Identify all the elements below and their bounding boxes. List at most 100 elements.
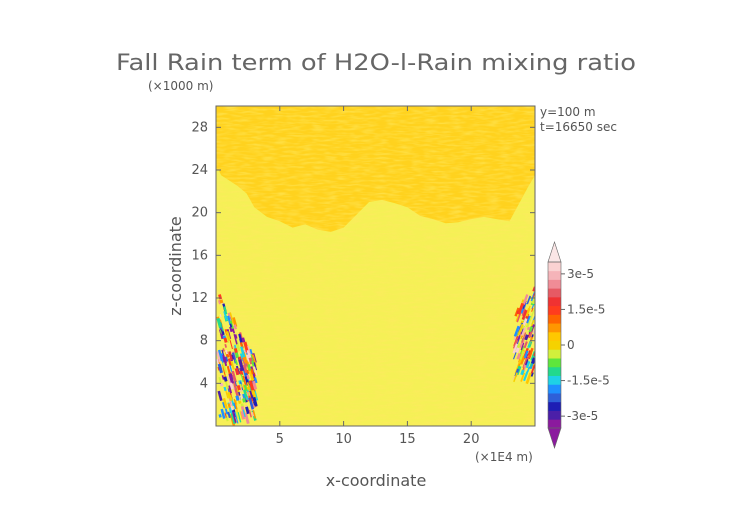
precip-cell — [521, 327, 526, 336]
precip-cell — [248, 409, 253, 418]
precip-cell — [252, 410, 257, 419]
precip-cell — [532, 286, 535, 292]
colorbar: 3e-5 1.5e-5 0 -1.5e-5 -3e-5 — [547, 241, 610, 449]
y-tick-label: 4 — [200, 376, 208, 391]
precip-cell — [525, 360, 531, 369]
y-tick-label: 20 — [191, 206, 208, 221]
precip-cell — [242, 409, 246, 418]
colorbar-swatch — [548, 419, 561, 429]
precip-cell — [531, 307, 534, 312]
colorbar-swatch — [548, 401, 561, 411]
x-tick-label: 15 — [399, 432, 416, 447]
annotation-t: t=16650 sec — [540, 120, 617, 134]
precip-cell — [252, 380, 258, 390]
precip-cell — [229, 312, 234, 324]
precip-cell — [246, 354, 250, 362]
precip-cell — [234, 367, 240, 376]
precip-cell — [519, 345, 525, 357]
colorbar-top-arrow — [547, 241, 562, 263]
colorbar-swatch — [548, 384, 561, 394]
colorbar-swatch — [548, 305, 561, 315]
colorbar-tick-label: 3e-5 — [567, 267, 594, 281]
colorbar-swatch — [548, 366, 561, 376]
precip-cell — [523, 341, 528, 349]
precip-cell — [529, 309, 535, 321]
precip-cell — [246, 369, 250, 375]
colorbar-tick-label: 1.5e-5 — [567, 302, 605, 316]
precip-cell — [225, 356, 229, 362]
chart-title: Fall Rain term of H2O-l-Rain mixing rati… — [116, 51, 636, 76]
precip-cell — [220, 408, 226, 419]
precip-cell — [219, 299, 224, 304]
precip-cell — [248, 370, 255, 382]
precip-cell — [240, 346, 246, 358]
precip-cell — [219, 314, 222, 318]
precip-cell — [225, 350, 228, 355]
precip-cell — [223, 386, 227, 392]
x-axis: 5 10 15 20 — [276, 106, 480, 447]
precip-cell — [248, 380, 255, 391]
precip-cell — [246, 382, 251, 390]
plot-frame — [215, 105, 536, 427]
precip-cell — [239, 370, 244, 376]
precip-cell — [520, 320, 524, 325]
colorbar-swatch — [548, 375, 561, 385]
precip-cell — [528, 331, 533, 338]
precip-cell — [239, 410, 243, 420]
precip-cell — [252, 396, 258, 407]
precip-cell — [238, 391, 241, 396]
precip-cell — [228, 373, 234, 384]
precip-cell — [232, 381, 237, 389]
precip-cell — [223, 337, 228, 343]
precip-cell — [513, 325, 520, 337]
colorbar-bottom-arrow — [547, 427, 562, 449]
precip-cell — [224, 343, 227, 348]
precip-cell — [237, 412, 242, 423]
colorbar-tick-label: -3e-5 — [567, 409, 598, 423]
precip-cell — [251, 360, 255, 367]
precip-cell — [228, 351, 233, 361]
precip-cell — [234, 348, 238, 353]
colorbar-swatch — [548, 296, 561, 307]
precip-cell — [218, 300, 221, 305]
precip-cell — [219, 330, 222, 334]
annotation-y: y=100 m — [540, 105, 596, 119]
precip-cell — [218, 376, 222, 383]
precip-cell — [528, 326, 534, 333]
precip-cell — [221, 327, 224, 332]
precip-cell — [223, 310, 228, 319]
colorbar-tick-label: 0 — [567, 338, 575, 352]
y-unit-label: (×1000 m) — [148, 79, 213, 93]
y-tick-label: 12 — [191, 291, 208, 306]
precip-cell — [512, 343, 518, 354]
precip-cell — [526, 295, 532, 305]
precip-cell — [222, 367, 227, 379]
precip-cell — [525, 372, 532, 385]
precip-cell — [513, 372, 518, 383]
precip-cell — [233, 324, 238, 330]
x-tick-label: 20 — [463, 432, 480, 447]
colorbar-swatch — [548, 279, 561, 289]
precip-cell — [235, 395, 240, 401]
precip-cell — [244, 412, 250, 425]
precip-cell — [530, 364, 535, 374]
precip-cell — [229, 407, 233, 414]
colorbar-swatch — [548, 323, 561, 333]
precip-cell — [521, 309, 528, 320]
precip-cell — [242, 393, 247, 401]
precip-cell — [238, 359, 245, 372]
colorbar-swatch — [548, 349, 561, 359]
precip-cell — [225, 381, 229, 389]
precip-cell — [229, 320, 234, 330]
colorbar-swatch — [548, 358, 561, 368]
precip-cell — [242, 398, 246, 403]
precip-cell — [239, 392, 243, 400]
precip-cell — [523, 371, 529, 382]
precip-cell — [517, 335, 521, 341]
precip-cell — [516, 353, 521, 360]
precip-cell — [233, 334, 238, 345]
precip-cell — [223, 404, 229, 415]
precip-cell — [521, 308, 526, 316]
precip-cell — [519, 339, 525, 349]
